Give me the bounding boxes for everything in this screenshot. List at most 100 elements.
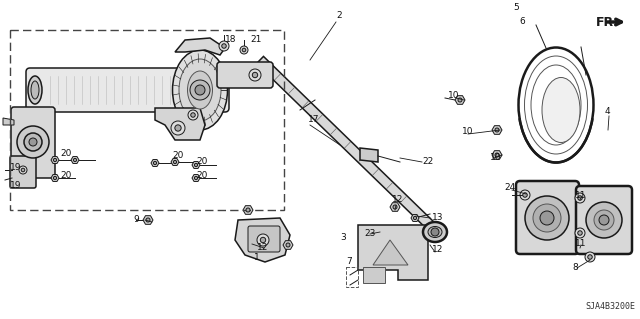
Text: 3: 3 [340, 234, 346, 242]
Circle shape [19, 166, 27, 174]
Text: 10: 10 [490, 152, 502, 161]
Circle shape [575, 193, 585, 203]
Circle shape [246, 208, 250, 212]
Circle shape [540, 211, 554, 225]
Polygon shape [492, 151, 502, 159]
Circle shape [523, 193, 527, 197]
Text: 7: 7 [346, 257, 352, 266]
Polygon shape [390, 203, 400, 211]
Circle shape [242, 48, 246, 52]
Circle shape [495, 128, 499, 132]
Circle shape [260, 237, 266, 243]
Polygon shape [192, 174, 200, 182]
Circle shape [578, 196, 582, 200]
FancyBboxPatch shape [516, 181, 579, 254]
FancyBboxPatch shape [217, 62, 273, 88]
Text: 9: 9 [133, 216, 139, 225]
Text: FR.: FR. [596, 16, 619, 28]
Circle shape [413, 216, 417, 219]
Circle shape [188, 110, 198, 120]
Text: 22: 22 [422, 158, 433, 167]
Circle shape [21, 168, 25, 172]
Text: 5: 5 [513, 4, 519, 12]
Text: 20: 20 [196, 158, 207, 167]
Circle shape [195, 163, 198, 167]
Text: 1: 1 [254, 254, 260, 263]
Circle shape [458, 98, 462, 102]
Bar [346, 267, 358, 287]
Circle shape [173, 160, 177, 164]
Circle shape [588, 255, 592, 259]
Polygon shape [151, 160, 159, 167]
Circle shape [53, 176, 56, 180]
Text: 17: 17 [308, 115, 319, 124]
Circle shape [525, 196, 569, 240]
Circle shape [24, 133, 42, 151]
Circle shape [221, 44, 227, 48]
Circle shape [393, 205, 397, 209]
Text: 8: 8 [572, 263, 578, 272]
Circle shape [286, 243, 290, 247]
Circle shape [240, 46, 248, 54]
Circle shape [195, 85, 205, 95]
Circle shape [533, 204, 561, 232]
Ellipse shape [188, 71, 212, 109]
Text: 20: 20 [196, 170, 207, 180]
FancyBboxPatch shape [248, 226, 280, 252]
Polygon shape [143, 216, 153, 224]
Circle shape [17, 126, 49, 158]
Circle shape [585, 252, 595, 262]
Circle shape [154, 161, 157, 165]
Text: 11: 11 [575, 239, 586, 248]
Circle shape [520, 190, 530, 200]
Text: 2: 2 [336, 11, 342, 19]
Circle shape [195, 176, 198, 180]
Polygon shape [3, 118, 14, 125]
Polygon shape [51, 174, 59, 182]
Circle shape [586, 202, 622, 238]
Text: 13: 13 [432, 213, 444, 222]
Polygon shape [71, 157, 79, 163]
Text: 4: 4 [605, 108, 611, 116]
Circle shape [249, 69, 261, 81]
Text: 12: 12 [392, 196, 403, 204]
Text: 10: 10 [448, 91, 460, 100]
Ellipse shape [423, 222, 447, 242]
Text: 10: 10 [462, 128, 474, 137]
Circle shape [431, 228, 439, 236]
Polygon shape [358, 225, 428, 280]
Circle shape [252, 72, 258, 78]
Text: 12: 12 [432, 246, 444, 255]
Text: 20: 20 [60, 170, 72, 180]
Circle shape [594, 210, 614, 230]
Circle shape [191, 113, 195, 117]
Circle shape [575, 228, 585, 238]
Polygon shape [175, 38, 225, 55]
Circle shape [171, 121, 185, 135]
Circle shape [257, 234, 269, 246]
Text: SJA4B3200E: SJA4B3200E [585, 302, 635, 311]
Circle shape [29, 138, 37, 146]
Ellipse shape [28, 76, 42, 104]
Circle shape [146, 218, 150, 222]
Circle shape [74, 159, 77, 162]
Polygon shape [455, 96, 465, 104]
Circle shape [219, 41, 229, 51]
Text: 12: 12 [257, 243, 268, 253]
Polygon shape [257, 56, 438, 234]
Polygon shape [360, 148, 378, 162]
Polygon shape [411, 215, 419, 221]
Polygon shape [243, 206, 253, 214]
Ellipse shape [179, 59, 221, 121]
Polygon shape [171, 159, 179, 166]
Circle shape [578, 231, 582, 235]
Text: 19: 19 [10, 181, 22, 189]
Text: 18: 18 [225, 35, 237, 44]
Polygon shape [192, 161, 200, 168]
Bar [363, 267, 385, 283]
Text: 20: 20 [172, 151, 184, 160]
Polygon shape [373, 240, 408, 265]
Polygon shape [492, 126, 502, 134]
Text: 21: 21 [250, 35, 261, 44]
FancyBboxPatch shape [11, 107, 55, 178]
